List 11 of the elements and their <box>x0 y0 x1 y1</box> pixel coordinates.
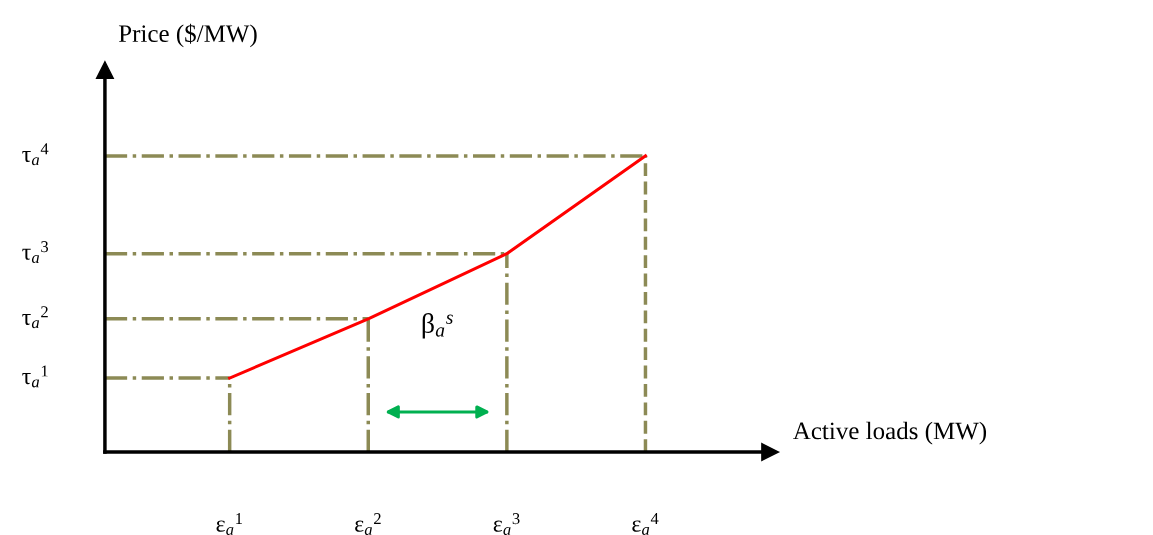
annotation: β$_{a}$$^{s}$ <box>422 313 453 339</box>
x-tick-label: ε$_{a}$$^{3}$ <box>493 513 520 535</box>
x-tick-label: ε$_{a}$$^{2}$ <box>355 513 381 535</box>
ref-line-label: τ$_{a}$$^{3}$ <box>22 241 49 264</box>
ref-line-label: τ$_{a}$$^{2}$ <box>22 306 48 329</box>
ref-line-label: τ$_{a}$$^{1}$ <box>22 365 48 388</box>
y-axis-title: Price ($/MW) <box>118 23 257 48</box>
x-tick-label: ε$_{a}$$^{4}$ <box>632 513 659 535</box>
x-tick-label: ε$_{a}$$^{1}$ <box>216 513 242 535</box>
ref-line-label: τ$_{a}$$^{4}$ <box>22 143 49 166</box>
x-axis-title: Active loads (MW) <box>793 421 987 445</box>
